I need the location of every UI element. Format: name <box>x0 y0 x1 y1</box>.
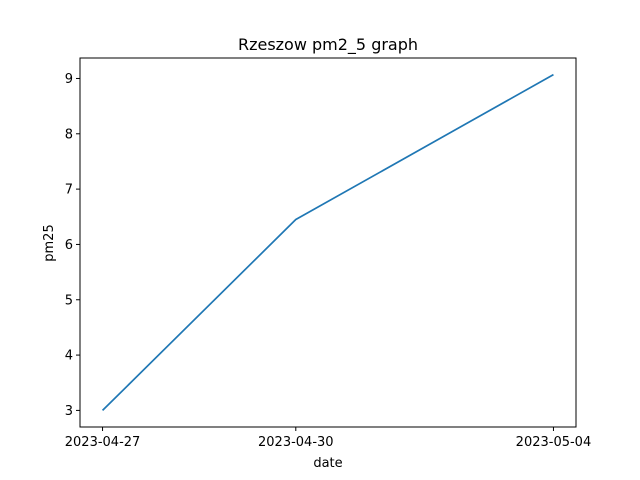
plot-frame <box>79 57 577 428</box>
plot-area: 3 4 5 6 7 8 9 2023-04-27 2023-04-30 2023-05-04 <box>65 72 592 450</box>
y-tick-label: 6 <box>65 238 73 253</box>
x-tick-label: 2023-05-04 <box>516 435 592 450</box>
x-tick-label: 2023-04-30 <box>258 435 334 450</box>
y-axis-label: pm25 <box>42 224 57 261</box>
x-tick-label: 2023-04-27 <box>65 435 141 450</box>
y-tick-label: 8 <box>65 127 73 142</box>
x-axis-label: date <box>313 456 342 471</box>
y-tick-label: 4 <box>65 349 73 364</box>
y-tick-label: 9 <box>65 72 73 87</box>
y-tick-label: 3 <box>65 404 73 419</box>
y-tick-label: 7 <box>65 183 73 198</box>
y-tick-label: 5 <box>65 293 73 308</box>
chart-title: Rzeszow pm2_5 graph <box>238 35 418 55</box>
series-line <box>101 73 554 412</box>
